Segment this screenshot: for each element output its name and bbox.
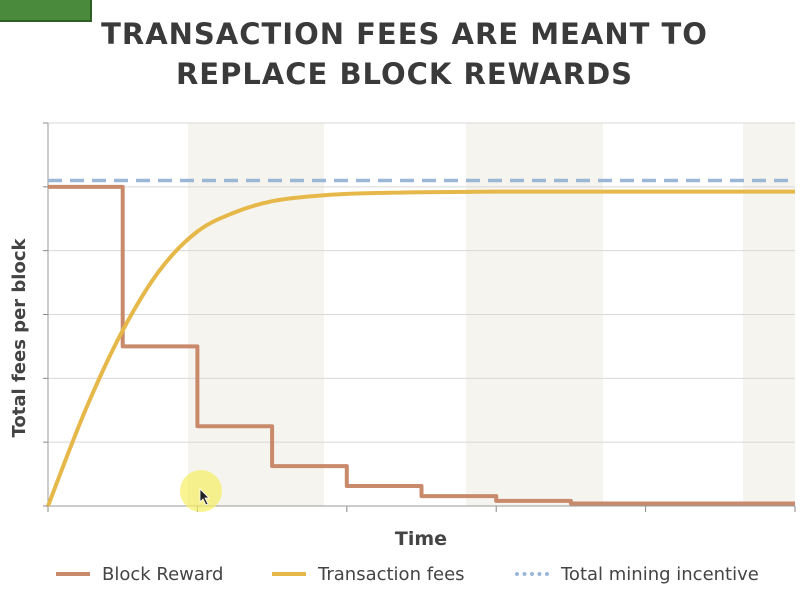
title-line-1: TRANSACTION FEES ARE MEANT TO	[101, 17, 708, 51]
legend-label-block-reward: Block Reward	[102, 563, 224, 585]
chart-title: TRANSACTION FEES ARE MEANT TO REPLACE BL…	[0, 14, 809, 94]
cursor-highlight	[180, 470, 222, 512]
series-line-block-reward	[48, 184, 795, 506]
legend-swatch-total-incentive	[515, 572, 549, 576]
legend-total-mining-incentive: Total mining incentive	[515, 562, 759, 586]
legend-swatch-transaction-fees	[272, 572, 306, 576]
gridlines	[48, 122, 795, 443]
legend-transaction-fees: Transaction fees	[272, 562, 465, 586]
title-line-2: REPLACE BLOCK REWARDS	[175, 57, 634, 91]
legend-block-reward: Block Reward	[56, 562, 223, 586]
y-axis-label: Total fees per block	[9, 237, 30, 437]
series-line-transaction-fees	[46, 189, 795, 507]
chart-svg: Time Total fees per block	[9, 122, 796, 550]
series-lines	[46, 178, 795, 507]
legend-label-transaction-fees: Transaction fees	[318, 563, 465, 585]
x-axis-label: Time	[395, 528, 447, 550]
legend-label-total-incentive: Total mining incentive	[561, 563, 759, 585]
axes	[43, 122, 796, 512]
green-tab	[0, 0, 92, 22]
legend-swatch-block-reward	[56, 572, 90, 576]
